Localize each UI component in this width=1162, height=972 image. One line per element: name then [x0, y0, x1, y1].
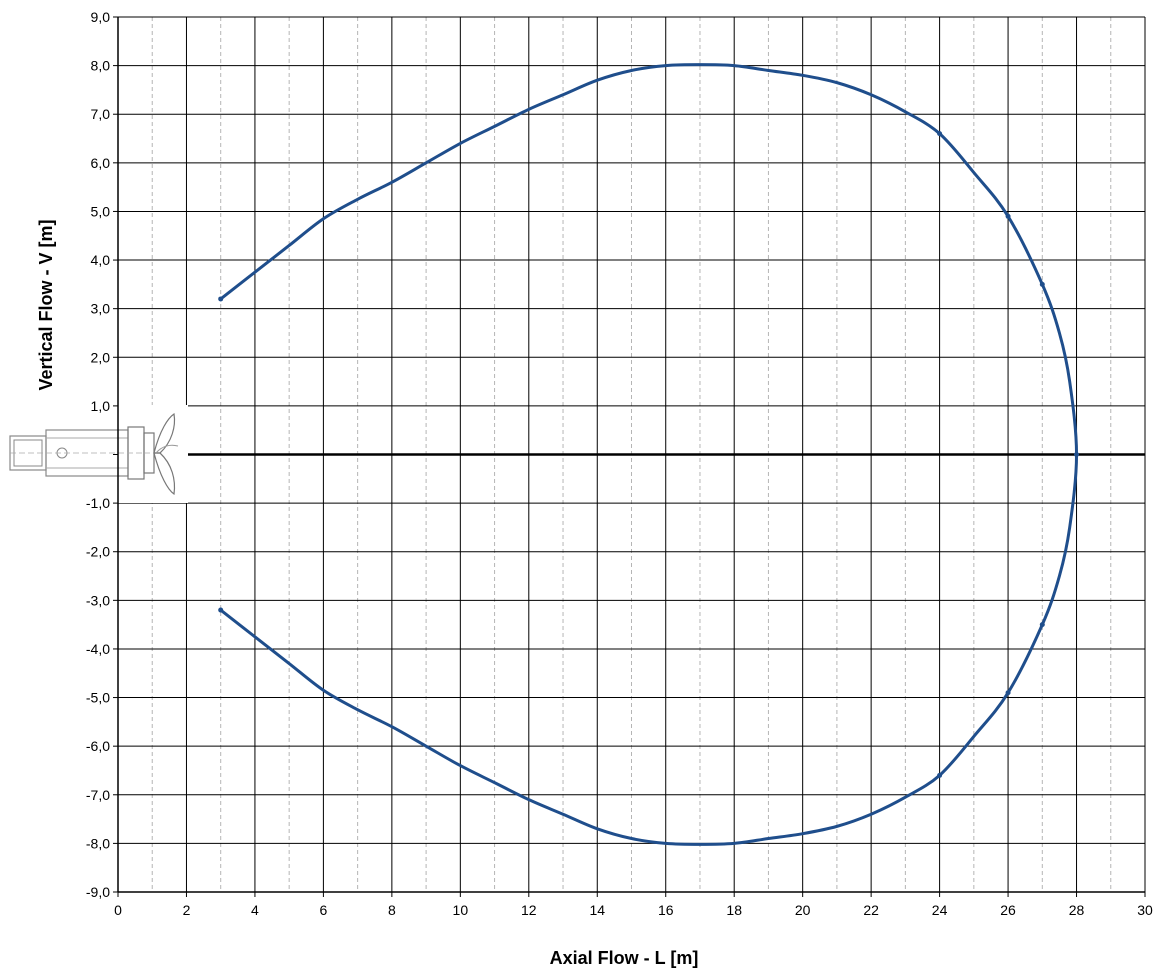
- x-axis-title: Axial Flow - L [m]: [550, 948, 699, 968]
- y-tick-label: 7,0: [91, 106, 111, 122]
- y-tick-label: -3,0: [86, 592, 110, 608]
- x-tick-label: 2: [183, 902, 191, 918]
- x-tick-label: 20: [795, 902, 811, 918]
- y-tick-label: -1,0: [86, 495, 110, 511]
- x-tick-labels: 0 2 4 6 8 10 12 14 16 18 20 22 24 26 28 30: [114, 902, 1153, 918]
- y-tick-label: 8,0: [91, 58, 111, 74]
- data-point: [1074, 452, 1080, 457]
- x-tick-label: 26: [1000, 902, 1016, 918]
- y-tick-label: -4,0: [86, 641, 110, 657]
- y-tick-label: -6,0: [86, 738, 110, 754]
- x-tick-label: 22: [863, 902, 879, 918]
- y-tick-label: 6,0: [91, 155, 111, 171]
- data-point: [937, 772, 943, 778]
- y-tick-label: 5,0: [91, 203, 111, 219]
- data-point: [218, 607, 224, 613]
- x-tick-label: 12: [521, 902, 537, 918]
- y-tick-label: -8,0: [86, 835, 110, 851]
- y-tick-label: -7,0: [86, 787, 110, 803]
- data-point: [1039, 622, 1045, 628]
- y-tick-labels: 9,0 8,0 7,0 6,0 5,0 4,0 3,0 2,0 1,0 -1,0 -2,0 -3,0 -…: [86, 9, 110, 900]
- x-tick-label: 24: [932, 902, 948, 918]
- y-tick-label: 1,0: [91, 398, 111, 414]
- y-tick-label: 9,0: [91, 9, 111, 25]
- data-point: [1005, 690, 1011, 696]
- y-tick-label: 4,0: [91, 252, 111, 268]
- y-axis-title: Vertical Flow - V [m]: [36, 219, 56, 390]
- x-tick-label: 0: [114, 902, 122, 918]
- x-tick-label: 28: [1069, 902, 1085, 918]
- x-tick-label: 30: [1137, 902, 1153, 918]
- y-tick-label: -9,0: [86, 884, 110, 900]
- data-markers: [218, 131, 1080, 778]
- x-tick-label: 4: [251, 902, 259, 918]
- x-tick-label: 6: [320, 902, 328, 918]
- y-tick-label: -5,0: [86, 690, 110, 706]
- plot-frame: [113, 16, 1146, 897]
- data-point: [937, 131, 943, 137]
- x-tick-label: 18: [726, 902, 742, 918]
- data-point: [1039, 281, 1045, 287]
- x-tick-label: 10: [453, 902, 469, 918]
- x-tick-label: 14: [589, 902, 605, 918]
- y-tick-label: 3,0: [91, 301, 111, 317]
- data-point: [1005, 213, 1011, 219]
- mixer-propeller-icon: [0, 405, 188, 503]
- y-tick-label: -2,0: [86, 544, 110, 560]
- y-tick-label: 2,0: [91, 349, 111, 365]
- data-point: [218, 296, 224, 302]
- x-tick-label: 16: [658, 902, 674, 918]
- x-tick-label: 8: [388, 902, 396, 918]
